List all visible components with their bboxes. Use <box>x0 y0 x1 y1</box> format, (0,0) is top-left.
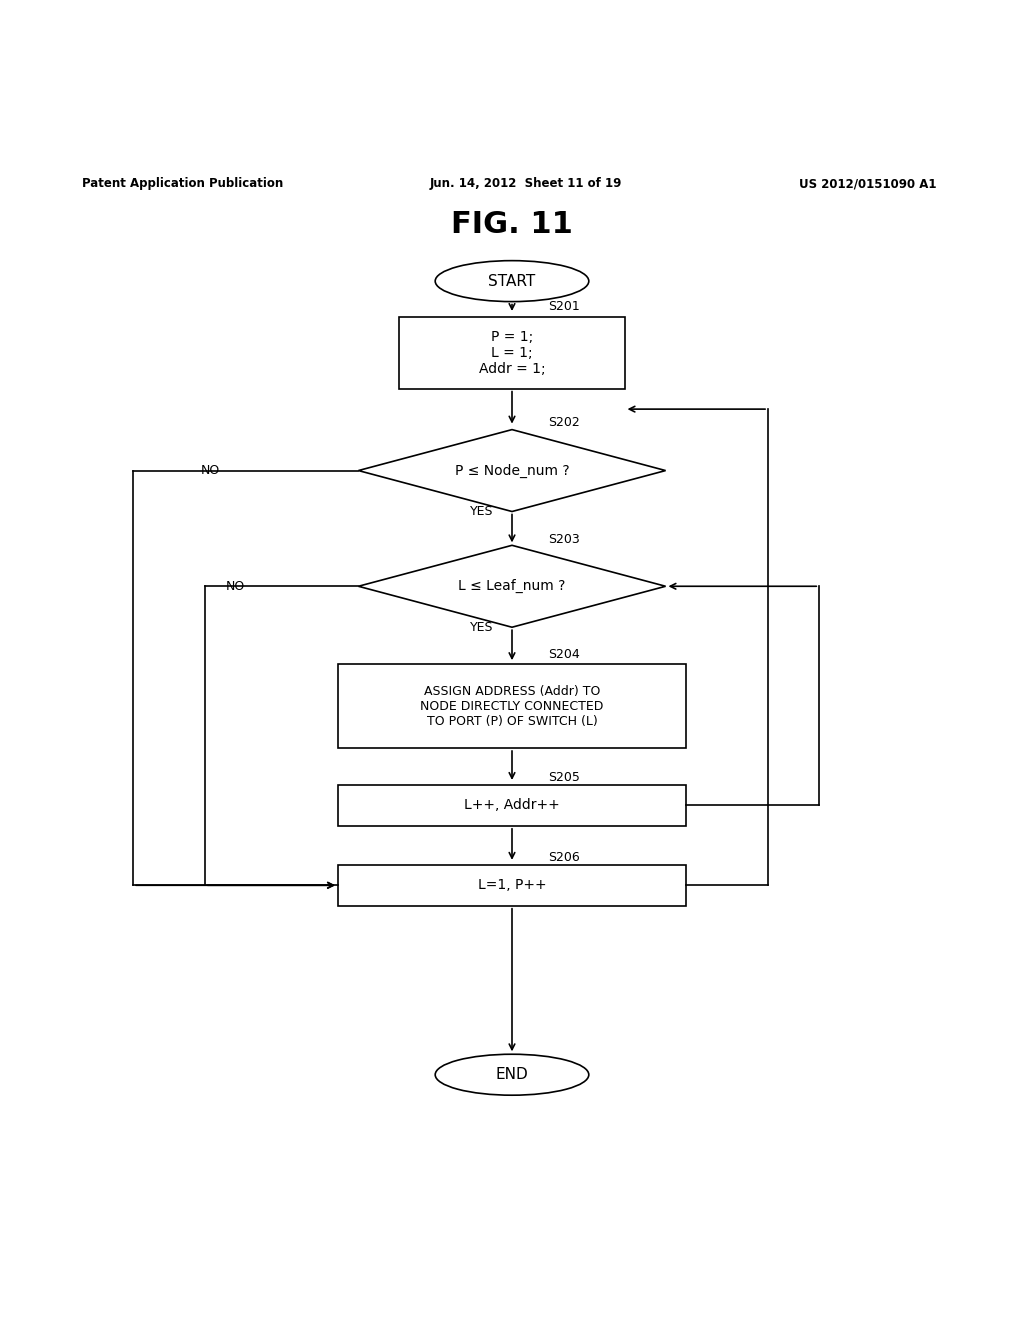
Text: FIG. 11: FIG. 11 <box>451 210 573 239</box>
Text: ASSIGN ADDRESS (Addr) TO
NODE DIRECTLY CONNECTED
TO PORT (P) OF SWITCH (L): ASSIGN ADDRESS (Addr) TO NODE DIRECTLY C… <box>420 685 604 727</box>
Text: L=1, P++: L=1, P++ <box>477 878 547 892</box>
Text: START: START <box>488 273 536 289</box>
Text: NO: NO <box>226 579 245 593</box>
Text: Patent Application Publication: Patent Application Publication <box>82 177 284 190</box>
Text: P = 1;
L = 1;
Addr = 1;: P = 1; L = 1; Addr = 1; <box>478 330 546 376</box>
Text: S202: S202 <box>548 416 580 429</box>
Text: S203: S203 <box>548 533 580 545</box>
Text: NO: NO <box>201 465 219 477</box>
Text: L ≤ Leaf_num ?: L ≤ Leaf_num ? <box>459 579 565 594</box>
Text: L++, Addr++: L++, Addr++ <box>464 799 560 812</box>
Text: S206: S206 <box>548 851 580 865</box>
Text: S204: S204 <box>548 648 580 661</box>
Text: P ≤ Node_num ?: P ≤ Node_num ? <box>455 463 569 478</box>
Text: END: END <box>496 1067 528 1082</box>
Text: YES: YES <box>470 620 493 634</box>
Text: S205: S205 <box>548 771 580 784</box>
Text: US 2012/0151090 A1: US 2012/0151090 A1 <box>799 177 936 190</box>
Text: S201: S201 <box>548 300 580 313</box>
Text: Jun. 14, 2012  Sheet 11 of 19: Jun. 14, 2012 Sheet 11 of 19 <box>430 177 623 190</box>
Text: YES: YES <box>470 506 493 517</box>
